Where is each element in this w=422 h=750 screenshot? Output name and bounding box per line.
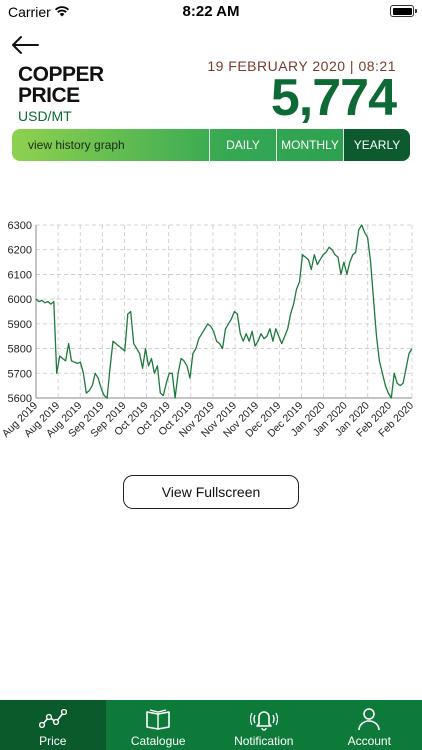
price-date: 19 FEBRUARY 2020 | 08:21 (207, 58, 396, 74)
tab-label-catalogue: Catalogue (130, 734, 186, 748)
tab-account[interactable]: Account (317, 700, 422, 750)
y-tick-label: 5800 (8, 344, 32, 356)
title-line-2: PRICE (18, 84, 80, 107)
line-chart-icon (38, 708, 67, 729)
range-selector: view history graph DAILY MONTHLY YEARLY (12, 129, 410, 161)
commodity-title: COPPER PRICE USD/MT (18, 64, 104, 124)
view-fullscreen-button[interactable]: View Fullscreen (123, 475, 299, 509)
y-tick-label: 6000 (8, 294, 32, 306)
title-line-1: COPPER (18, 63, 104, 86)
y-tick-label: 5700 (8, 368, 32, 380)
status-time: 8:22 AM (182, 3, 240, 20)
person-icon (358, 708, 381, 731)
tab-label-price: Price (39, 734, 67, 748)
current-price: 5,774 (270, 69, 397, 127)
view-history-link[interactable]: view history graph (28, 138, 125, 152)
tab-label-notification: Notification (234, 734, 294, 748)
bell-icon (249, 711, 278, 731)
back-arrow-icon[interactable] (10, 34, 40, 56)
range-yearly-button[interactable]: YEARLY (343, 129, 410, 161)
tab-label-account: Account (347, 734, 391, 748)
price-unit: USD/MT (18, 108, 72, 124)
price-series-line (35, 224, 413, 399)
book-icon (146, 709, 171, 730)
tab-bar: Price Catalogue Notification Account (0, 700, 422, 750)
y-tick-label: 5900 (8, 319, 32, 331)
y-tick-label: 6300 (8, 220, 32, 232)
status-bar: Carrier 8:22 AM (0, 0, 422, 24)
y-tick-label: 6100 (8, 269, 32, 281)
tab-notification[interactable]: Notification (211, 700, 317, 750)
range-monthly-button[interactable]: MONTHLY (276, 129, 343, 161)
wifi-icon (54, 6, 70, 17)
tab-catalogue[interactable]: Catalogue (106, 700, 212, 750)
range-daily-button[interactable]: DAILY (209, 129, 276, 161)
tab-price[interactable]: Price (0, 700, 106, 750)
battery-icon (390, 5, 417, 17)
y-tick-label: 6200 (8, 245, 32, 257)
carrier-label: Carrier (8, 4, 51, 20)
y-tick-label: 5600 (8, 393, 32, 405)
